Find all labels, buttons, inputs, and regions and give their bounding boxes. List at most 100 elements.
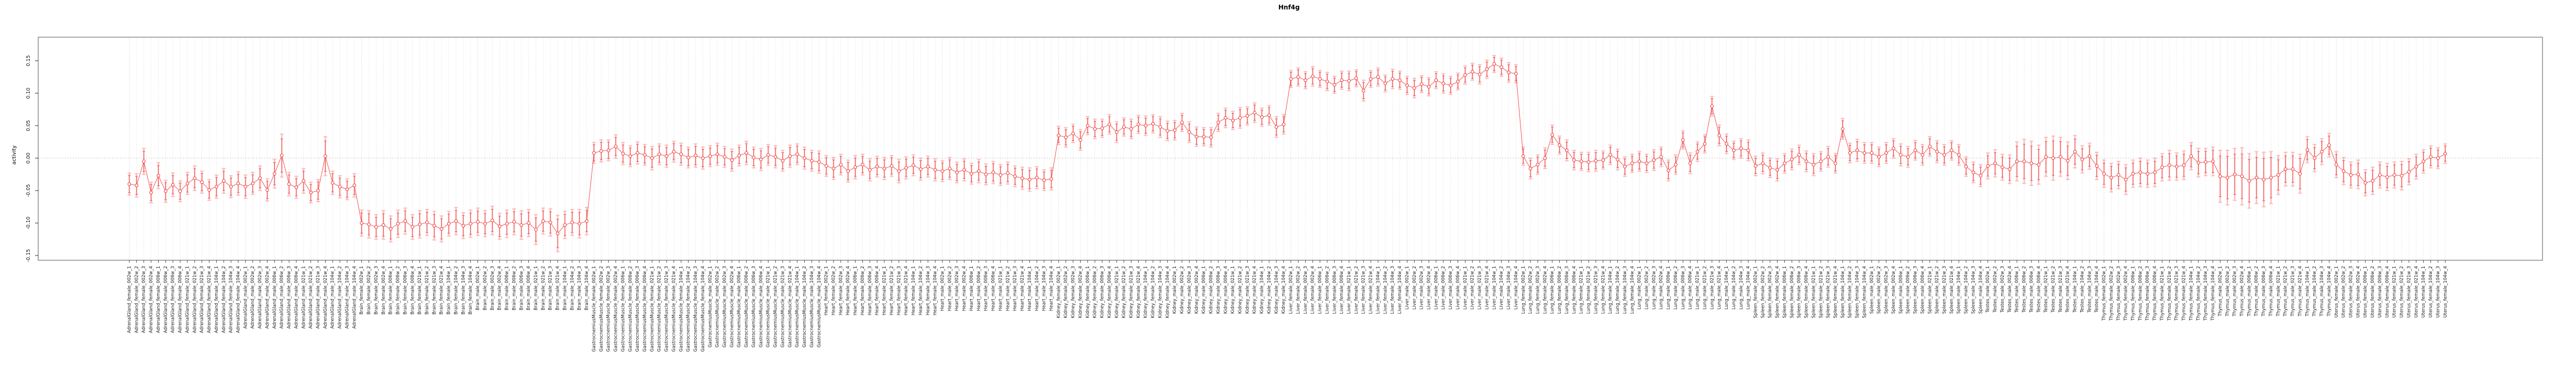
data-point-marker [1216,120,1220,125]
data-point-marker [2174,164,2179,169]
x-tick-label: AdrenalGland_female_104w_2 [221,266,227,333]
x-tick-label: Spleen_female_006w_3 [1797,266,1802,318]
data-point-marker [302,179,306,183]
plot-border [38,37,2543,261]
x-tick-label: Brain_female_021w_4 [439,266,445,315]
data-point-marker [1158,125,1162,129]
data-point-marker [2218,174,2222,179]
x-tick-label: Testes_male_104w_4 [2094,266,2100,313]
x-tick-label: Liver_female_002w_4 [1311,266,1316,314]
data-point-marker [2240,174,2244,179]
x-tick-label: GastrocnemiusMuscle_male_006w_2 [744,266,749,348]
data-point-marker [2001,165,2004,169]
x-tick-label: Liver_female_104w_3 [1390,266,1395,314]
x-tick-label: Spleen_male_006w_1 [1898,266,1904,314]
x-tick-label: Uterus_female_021w_1 [2392,266,2397,318]
data-point-marker [1303,78,1307,82]
data-point-marker [2182,163,2186,167]
data-point-marker [1354,76,1358,80]
x-tick-label: GastrocnemiusMuscle_female_002w_2 [599,266,604,352]
x-tick-label: Thymus_female_021w_4 [2182,266,2187,321]
data-point-marker [1717,134,1722,137]
x-tick-label: Lung_male_006w_2 [1673,266,1679,309]
data-point-marker [193,176,197,180]
x-tick-label: Liver_male_104w_1 [1492,266,1497,309]
x-tick-label: Lung_female_002w_1 [1521,266,1526,314]
x-tick-label: Liver_female_002w_3 [1303,266,1308,314]
data-point-marker [1107,123,1112,126]
x-tick-label: Kidney_male_021w_2 [1238,266,1243,314]
data-point-marker [1725,142,1728,146]
x-tick-label: Brain_female_104w_1 [447,266,452,315]
x-tick-label: Brain_female_021w_1 [417,266,423,315]
x-tick-label: Brain_female_021w_3 [432,266,437,315]
data-point-marker [2298,172,2302,176]
data-point-marker [1565,148,1569,152]
data-point-marker [309,191,313,195]
data-point-marker [1035,175,1039,180]
data-point-marker [2138,170,2142,174]
x-tick-label: Thymus_female_006w_1 [2131,266,2136,321]
x-tick-label: Thymus_male_021w_3 [2291,266,2296,317]
x-tick-label: Thymus_male_104w_3 [2319,266,2325,317]
x-tick-label: AdrenalGland_male_104w_3 [345,266,350,329]
data-point-marker [2204,160,2208,164]
x-tick-label: Liver_female_104w_4 [1397,266,1403,314]
x-tick-label: AdrenalGland_male_021w_3 [316,266,321,329]
x-tick-label: Testes_male_006w_2 [2022,266,2027,313]
x-tick-label: Heart_female_002w_4 [846,266,851,315]
x-tick-label: Brain_male_021w_1 [534,266,539,311]
data-point-marker [2153,170,2157,174]
y-tick-label: 0.05 [26,120,31,131]
data-point-marker [1057,134,1061,137]
data-point-marker [1659,155,1663,159]
data-point-marker [890,164,894,168]
data-point-marker [1282,123,1286,126]
x-tick-label: Kidney_male_104w_2 [1267,266,1272,314]
data-point-marker [563,223,567,227]
data-point-marker [1456,80,1460,84]
data-point-marker [1289,77,1293,81]
x-tick-label: GastrocnemiusMuscle_male_021w_2 [773,266,779,348]
x-tick-label: Heart_male_002w_3 [954,266,960,311]
data-point-marker [1100,126,1104,130]
x-tick-label: Heart_female_021w_3 [896,266,902,315]
x-tick-label: GastrocnemiusMuscle_female_002w_1 [592,266,597,352]
data-point-marker [846,169,850,173]
data-point-marker [2146,172,2150,176]
data-point-marker [1819,159,1823,163]
data-point-marker [512,220,516,224]
x-tick-label: Heart_female_021w_4 [904,266,909,315]
data-point-marker [1601,158,1605,162]
x-tick-label: Liver_male_006w_2 [1441,266,1446,309]
data-point-marker [2283,167,2288,171]
data-point-marker [759,158,763,161]
x-tick-label: Liver_female_021w_3 [1361,266,1367,314]
x-tick-label: Spleen_female_002w_1 [1753,266,1758,318]
x-tick-label: AdrenalGland_male_104w_1 [330,266,336,329]
data-point-marker [1543,156,1547,160]
data-point-marker [861,163,864,167]
data-point-marker [2015,159,2019,163]
x-tick-label: Lung_male_002w_3 [1651,266,1657,309]
data-point-marker [1122,125,1126,129]
x-tick-label: Uterus_female_104w_4 [2443,266,2448,318]
x-tick-label: AdrenalGland_female_104w_4 [236,266,241,333]
data-point-marker [403,219,407,223]
x-tick-label: Testes_male_021w_4 [2066,266,2071,313]
x-tick-label: Heart_male_002w_1 [940,266,945,311]
data-point-marker [1165,129,1170,133]
x-tick-label: Lung_male_104w_4 [1746,266,1751,309]
x-tick-label: Liver_male_002w_2 [1412,266,1417,309]
data-point-marker [1841,127,1845,131]
x-tick-label: Brain_male_002w_2 [483,266,488,311]
data-point-marker [853,165,857,169]
x-tick-label: Thymus_male_021w_2 [2283,266,2289,317]
x-tick-label: Brain_male_006w_1 [505,266,510,311]
x-tick-label: Liver_male_006w_3 [1448,266,1453,309]
data-point-marker [585,219,589,223]
data-point-marker [505,221,509,226]
x-tick-label: GastrocnemiusMuscle_male_021w_4 [787,266,793,348]
data-point-marker [2305,148,2309,152]
x-tick-label: Heart_female_006w_1 [853,266,858,315]
